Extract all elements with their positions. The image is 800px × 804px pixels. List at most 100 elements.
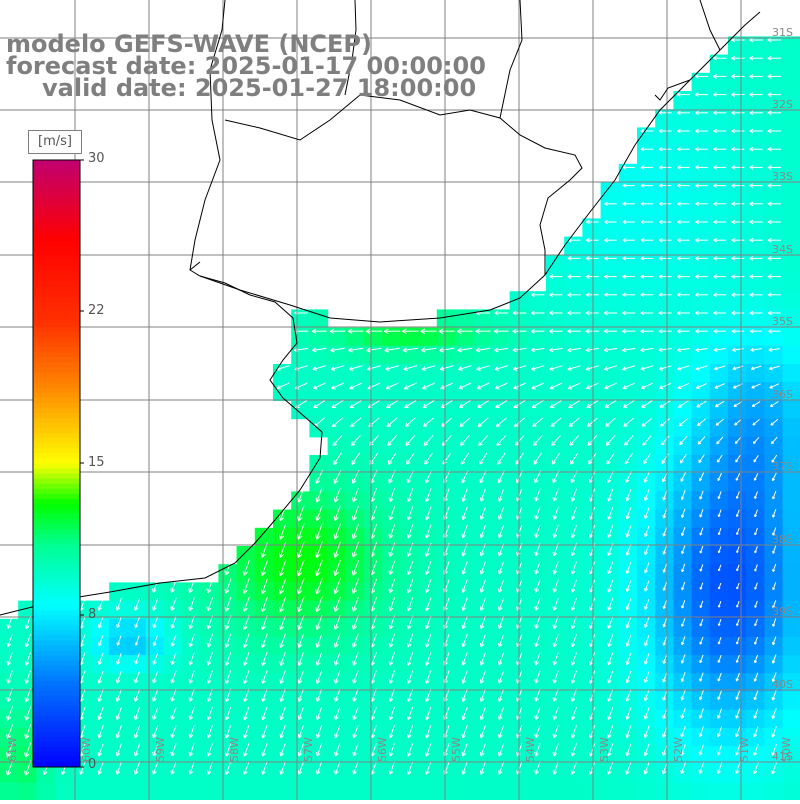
field-cell bbox=[728, 309, 747, 328]
field-cell bbox=[546, 382, 565, 401]
colorbar-strip bbox=[33, 443, 80, 449]
field-cell bbox=[564, 673, 583, 692]
field-cell bbox=[564, 655, 583, 674]
colorbar-strip bbox=[33, 625, 80, 631]
field-cell bbox=[109, 783, 128, 800]
colorbar-strip bbox=[33, 286, 80, 292]
field-cell bbox=[346, 728, 365, 747]
field-cell bbox=[491, 637, 510, 656]
field-cell bbox=[637, 200, 656, 219]
field-cell bbox=[564, 528, 583, 547]
field-cell bbox=[710, 182, 729, 201]
field-cell bbox=[346, 382, 365, 401]
colorbar-strip bbox=[33, 352, 80, 358]
field-cell bbox=[746, 419, 765, 438]
field-cell bbox=[619, 182, 638, 201]
field-cell bbox=[783, 783, 800, 800]
field-cell bbox=[673, 164, 692, 183]
field-cell bbox=[419, 637, 438, 656]
field-cell bbox=[655, 437, 674, 456]
field-cell bbox=[437, 764, 456, 783]
colorbar-strip bbox=[33, 322, 80, 328]
field-cell bbox=[455, 637, 474, 656]
field-cell bbox=[710, 491, 729, 510]
field-cell bbox=[692, 764, 711, 783]
field-cell bbox=[710, 546, 729, 565]
field-cell bbox=[473, 400, 492, 419]
field-cell bbox=[783, 73, 800, 92]
field-cell bbox=[91, 637, 110, 656]
field-cell bbox=[455, 455, 474, 474]
colorbar-strip bbox=[33, 747, 80, 753]
field-cell bbox=[728, 237, 747, 256]
field-cell bbox=[746, 364, 765, 383]
field-cell bbox=[564, 237, 583, 256]
field-cell bbox=[637, 619, 656, 638]
field-cell bbox=[364, 455, 383, 474]
field-cell bbox=[673, 218, 692, 237]
colorbar-strip bbox=[33, 357, 80, 363]
field-cell bbox=[455, 400, 474, 419]
field-cell bbox=[528, 400, 547, 419]
field-cell bbox=[127, 637, 146, 656]
field-cell bbox=[746, 528, 765, 547]
field-cell bbox=[564, 364, 583, 383]
field-cell bbox=[673, 455, 692, 474]
field-cell bbox=[582, 783, 601, 800]
colorbar-tick-30: 30 bbox=[88, 151, 105, 166]
field-cell bbox=[400, 382, 419, 401]
colorbar-strip bbox=[33, 383, 80, 389]
field-cell bbox=[328, 710, 347, 729]
field-cell bbox=[273, 728, 292, 747]
field-cell bbox=[91, 783, 110, 800]
lat-label: 33S bbox=[772, 170, 793, 183]
field-cell bbox=[728, 692, 747, 711]
field-cell bbox=[582, 673, 601, 692]
field-cell bbox=[783, 564, 800, 583]
field-cell bbox=[382, 400, 401, 419]
field-cell bbox=[637, 237, 656, 256]
colorbar-strip bbox=[33, 646, 80, 652]
field-cell bbox=[382, 419, 401, 438]
field-cell bbox=[419, 455, 438, 474]
field-cell bbox=[127, 619, 146, 638]
field-cell bbox=[346, 764, 365, 783]
field-cell bbox=[328, 455, 347, 474]
field-cell bbox=[673, 328, 692, 347]
field-cell bbox=[655, 255, 674, 274]
field-cell bbox=[473, 673, 492, 692]
field-cell bbox=[710, 455, 729, 474]
field-cell bbox=[692, 218, 711, 237]
field-cell bbox=[692, 309, 711, 328]
field-cell bbox=[764, 637, 783, 656]
field-cell bbox=[419, 382, 438, 401]
field-cell bbox=[655, 273, 674, 292]
field-cell bbox=[619, 328, 638, 347]
colorbar-strip bbox=[33, 403, 80, 409]
field-cell bbox=[710, 783, 729, 800]
colorbar-strip bbox=[33, 195, 80, 201]
field-cell bbox=[546, 619, 565, 638]
field-cell bbox=[655, 619, 674, 638]
field-cell bbox=[582, 291, 601, 310]
field-cell bbox=[692, 91, 711, 110]
field-cell bbox=[783, 619, 800, 638]
field-cell bbox=[491, 382, 510, 401]
field-cell bbox=[200, 619, 219, 638]
field-cell bbox=[127, 764, 146, 783]
field-cell bbox=[655, 764, 674, 783]
colorbar-strip bbox=[33, 615, 80, 621]
colorbar-strip bbox=[33, 367, 80, 373]
field-cell bbox=[619, 419, 638, 438]
field-cell bbox=[692, 728, 711, 747]
field-cell bbox=[655, 473, 674, 492]
field-cell bbox=[291, 382, 310, 401]
field-cell bbox=[328, 364, 347, 383]
colorbar-unit: [m/s] bbox=[28, 130, 82, 154]
field-cell bbox=[728, 255, 747, 274]
field-cell bbox=[437, 655, 456, 674]
field-cell bbox=[400, 364, 419, 383]
field-cell bbox=[746, 455, 765, 474]
colorbar-strip bbox=[33, 332, 80, 338]
